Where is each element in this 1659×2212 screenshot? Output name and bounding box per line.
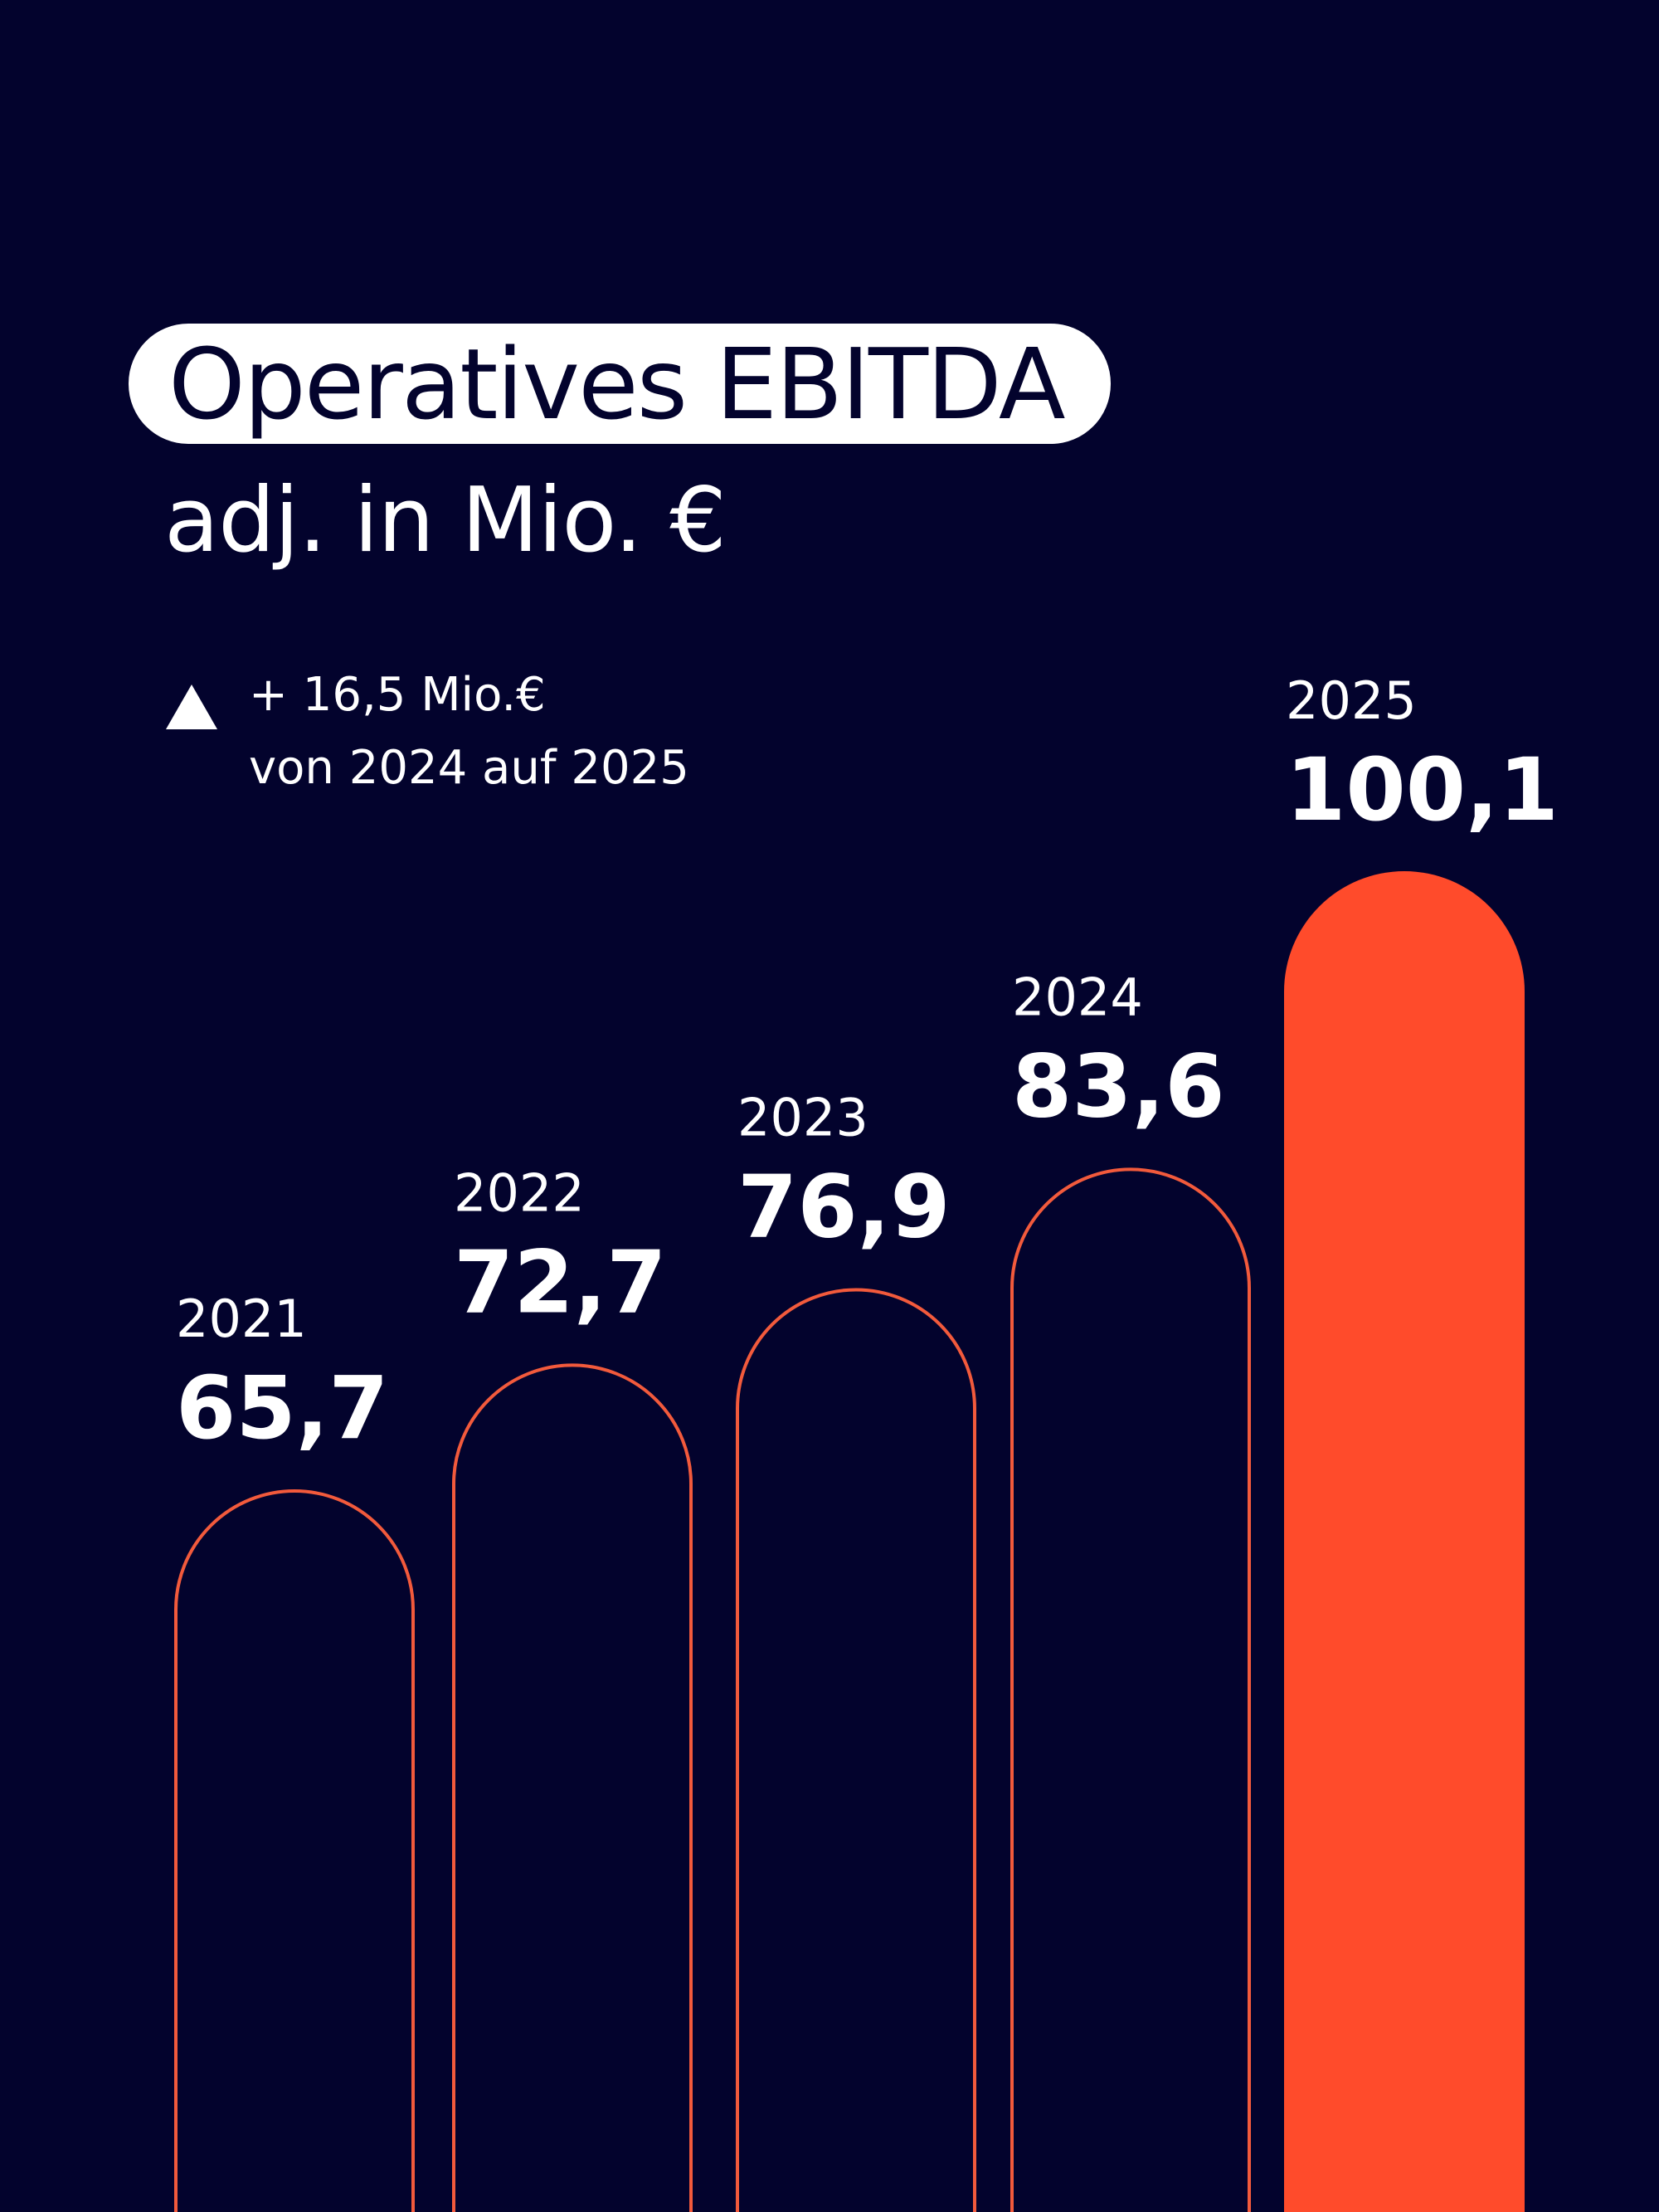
year-label-2024: 2024 [1012,967,1143,1027]
value-label-2022: 72,7 [454,1231,667,1333]
chart-title: Operatives EBITDA [168,326,1066,441]
bar-2021 [174,1489,415,2212]
value-label-2025: 100,1 [1286,739,1559,840]
year-label-2022: 2022 [454,1162,585,1223]
bar-2023 [736,1288,976,2212]
value-label-2024: 83,6 [1012,1035,1225,1137]
bar-2024 [1010,1167,1251,2212]
chart-subtitle: adj. in Mio. € [164,469,727,572]
year-label-2021: 2021 [176,1289,307,1349]
value-label-2021: 65,7 [176,1357,389,1459]
bar-group [174,871,1525,2212]
bar-2025 [1284,871,1525,2212]
bar-2022 [452,1363,693,2212]
delta-amount: + 16,5 Mio.€ [249,668,546,722]
value-label-2023: 76,9 [737,1156,951,1257]
triangle-up-icon [166,685,217,729]
bar-label-group: 2021 65,7 2022 72,7 2023 76,9 2024 83,6 2025 100,… [176,670,1559,1459]
title-pill: Operatives EBITDA [129,324,1111,444]
year-label-2025: 2025 [1286,670,1417,731]
year-label-2023: 2023 [737,1087,868,1147]
delta-period: von 2024 auf 2025 [249,741,689,795]
